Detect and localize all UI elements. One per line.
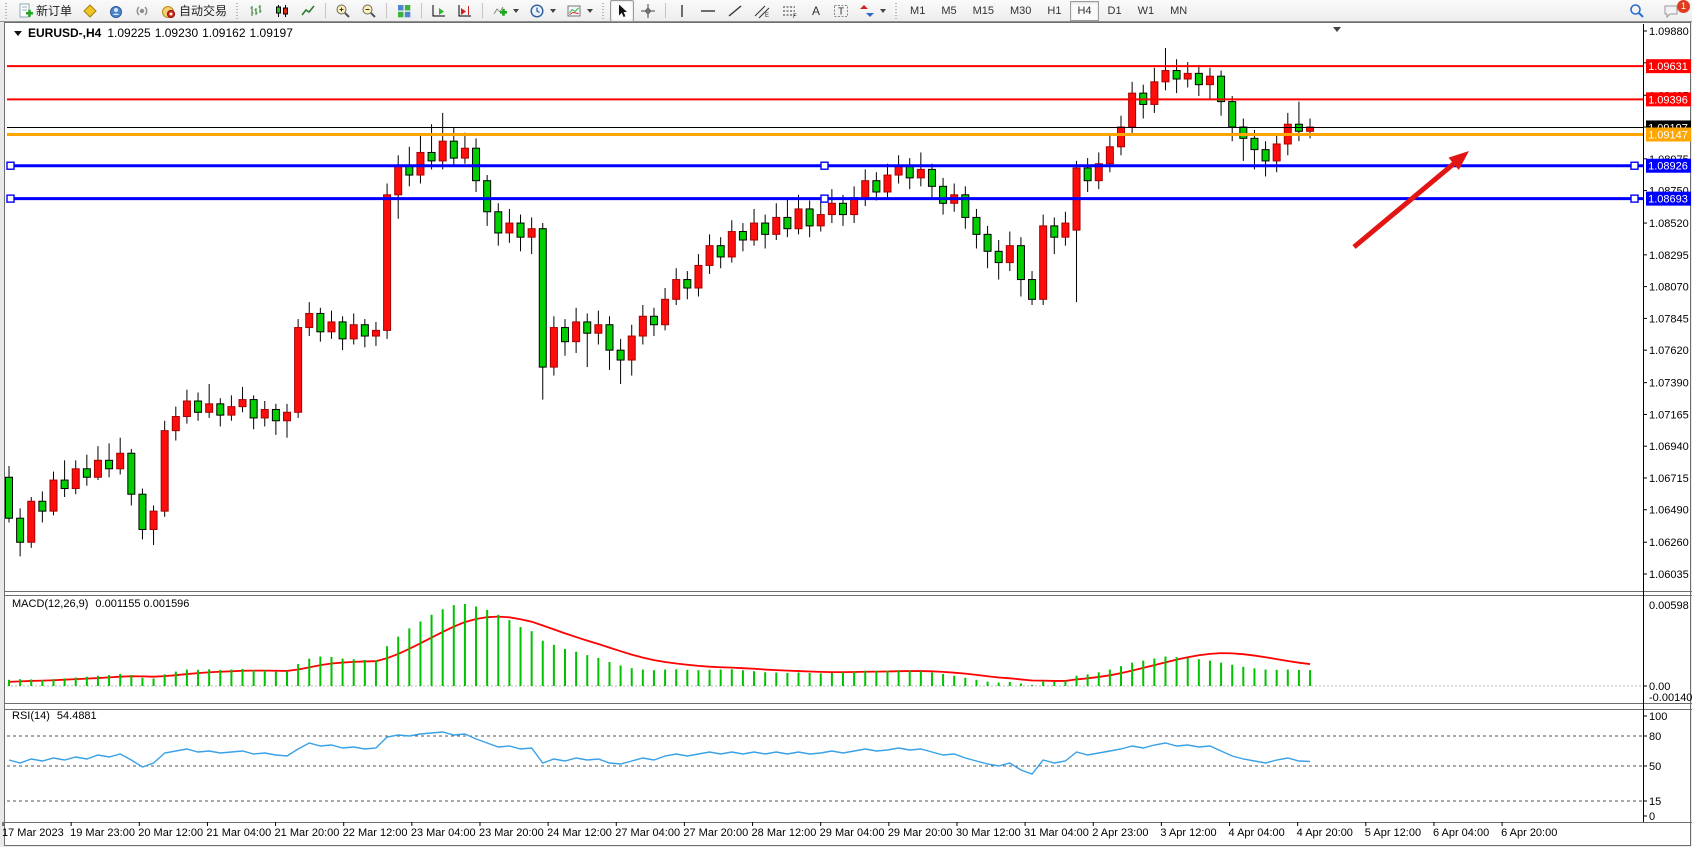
horizontal-line-icon bbox=[699, 3, 717, 19]
metaeditor-button[interactable] bbox=[78, 0, 102, 22]
line-chart-icon bbox=[300, 3, 316, 19]
new-order-icon bbox=[17, 3, 33, 19]
macd-values: 0.001155 0.001596 bbox=[95, 598, 190, 610]
equidistant-channel-button[interactable]: E bbox=[749, 0, 775, 22]
fibonacci-button[interactable]: F bbox=[777, 0, 803, 22]
bar-chart-icon bbox=[248, 3, 264, 19]
candlestick-chart-icon bbox=[274, 3, 290, 19]
chevron-down-icon bbox=[880, 8, 887, 13]
chart-shift-icon bbox=[457, 3, 473, 19]
periods-button[interactable] bbox=[525, 0, 560, 22]
fibonacci-icon: F bbox=[781, 3, 799, 19]
main-toolbar: 新订单 自动交易 bbox=[0, 0, 1692, 22]
line-chart-button[interactable] bbox=[296, 0, 320, 22]
candlestick-chart-button[interactable] bbox=[270, 0, 294, 22]
text-icon: A bbox=[809, 3, 823, 19]
symbol-period-label: EURUSD-,H4 bbox=[28, 26, 102, 40]
open-value: 1.09225 bbox=[107, 26, 151, 40]
auto-scroll-icon bbox=[431, 3, 447, 19]
timeframe-m30[interactable]: M30 bbox=[1010, 4, 1032, 17]
zoom-in-icon bbox=[335, 3, 351, 19]
trendline-button[interactable] bbox=[723, 0, 747, 22]
high-value: 1.09230 bbox=[154, 26, 199, 40]
crosshair-icon bbox=[640, 3, 656, 19]
svg-text:F: F bbox=[793, 14, 797, 19]
community-button[interactable] bbox=[104, 0, 128, 22]
periods-icon bbox=[529, 3, 545, 19]
search-button[interactable] bbox=[1625, 0, 1649, 22]
arrows-icon bbox=[859, 3, 875, 19]
timeframe-w1[interactable]: W1 bbox=[1137, 4, 1155, 17]
cursor-button[interactable] bbox=[610, 0, 635, 22]
toolbar-separator bbox=[325, 3, 327, 18]
new-order-button[interactable]: 新订单 bbox=[13, 0, 76, 22]
crosshair-button[interactable] bbox=[636, 0, 660, 22]
metaeditor-icon bbox=[82, 3, 98, 19]
cursor-icon bbox=[614, 3, 630, 19]
arrows-button[interactable] bbox=[855, 0, 890, 22]
bar-chart-button[interactable] bbox=[244, 0, 268, 22]
zoom-in-button[interactable] bbox=[331, 0, 355, 22]
rsi-panel-label: RSI(14) 54.4881 bbox=[12, 710, 97, 722]
toolbar-grip bbox=[4, 2, 9, 19]
toolbar-separator bbox=[386, 3, 388, 18]
tile-windows-icon bbox=[396, 3, 412, 19]
trendline-icon bbox=[727, 3, 743, 19]
chart-menu-icon[interactable] bbox=[14, 30, 22, 36]
autotrading-icon bbox=[160, 3, 176, 19]
rsi-value: 54.4881 bbox=[56, 710, 97, 722]
macd-name: MACD(12,26,9) bbox=[12, 598, 89, 610]
svg-text:E: E bbox=[765, 13, 769, 19]
indicators-icon bbox=[492, 3, 508, 19]
low-value: 1.09162 bbox=[202, 26, 246, 40]
toolbar-grip bbox=[235, 2, 241, 19]
toolbar-grip bbox=[601, 2, 607, 19]
indicators-button[interactable] bbox=[488, 0, 523, 22]
vertical-line-button[interactable] bbox=[671, 0, 693, 22]
chevron-down-icon bbox=[550, 8, 557, 13]
vertical-line-icon bbox=[675, 3, 689, 19]
macd-panel-label: MACD(12,26,9) 0.001155 0.001596 bbox=[12, 598, 189, 610]
tile-windows-button[interactable] bbox=[392, 0, 416, 22]
text-label-icon: T bbox=[833, 3, 849, 19]
chart-header[interactable]: EURUSD-,H4 1.09225 1.09230 1.09162 1.091… bbox=[14, 26, 293, 40]
search-icon bbox=[1629, 3, 1645, 19]
chevron-down-icon bbox=[513, 8, 520, 13]
chevron-down-icon bbox=[587, 8, 594, 13]
svg-text:T: T bbox=[838, 6, 844, 17]
text-label-button[interactable]: T bbox=[829, 0, 853, 22]
toolbar-separator bbox=[665, 3, 667, 18]
timeframe-h1[interactable]: H1 bbox=[1047, 4, 1062, 17]
toolbar-separator bbox=[482, 3, 484, 18]
new-order-label: 新订单 bbox=[36, 4, 73, 18]
templates-button[interactable] bbox=[562, 0, 597, 22]
toolbar-grip bbox=[894, 2, 900, 19]
timeframe-m15[interactable]: M15 bbox=[972, 4, 994, 17]
horizontal-line-button[interactable] bbox=[695, 0, 721, 22]
svg-text:A: A bbox=[812, 4, 820, 18]
notifications-button[interactable]: 1 bbox=[1659, 0, 1690, 22]
timeframe-m1[interactable]: M1 bbox=[910, 4, 926, 17]
autotrading-label: 自动交易 bbox=[179, 4, 228, 18]
templates-icon bbox=[566, 3, 582, 19]
auto-scroll-button[interactable] bbox=[427, 0, 451, 22]
signals-icon bbox=[134, 3, 150, 19]
community-icon bbox=[108, 3, 124, 19]
text-button[interactable]: A bbox=[805, 0, 827, 22]
timeframe-mn[interactable]: MN bbox=[1170, 4, 1188, 17]
notification-count-badge: 1 bbox=[1677, 0, 1690, 13]
close-value: 1.09197 bbox=[249, 26, 293, 40]
signals-button[interactable] bbox=[130, 0, 154, 22]
zoom-out-icon bbox=[361, 3, 377, 19]
toolbar-separator bbox=[421, 3, 423, 18]
timeframe-m5[interactable]: M5 bbox=[941, 4, 957, 17]
zoom-out-button[interactable] bbox=[357, 0, 381, 22]
timeframe-h4[interactable]: H4 bbox=[1070, 0, 1099, 21]
autotrading-button[interactable]: 自动交易 bbox=[156, 0, 231, 22]
rsi-name: RSI(14) bbox=[12, 710, 50, 722]
chart-shift-button[interactable] bbox=[453, 0, 477, 22]
chart-window bbox=[4, 22, 1691, 846]
equidistant-channel-icon: E bbox=[753, 3, 771, 19]
timeframe-d1[interactable]: D1 bbox=[1107, 4, 1122, 17]
